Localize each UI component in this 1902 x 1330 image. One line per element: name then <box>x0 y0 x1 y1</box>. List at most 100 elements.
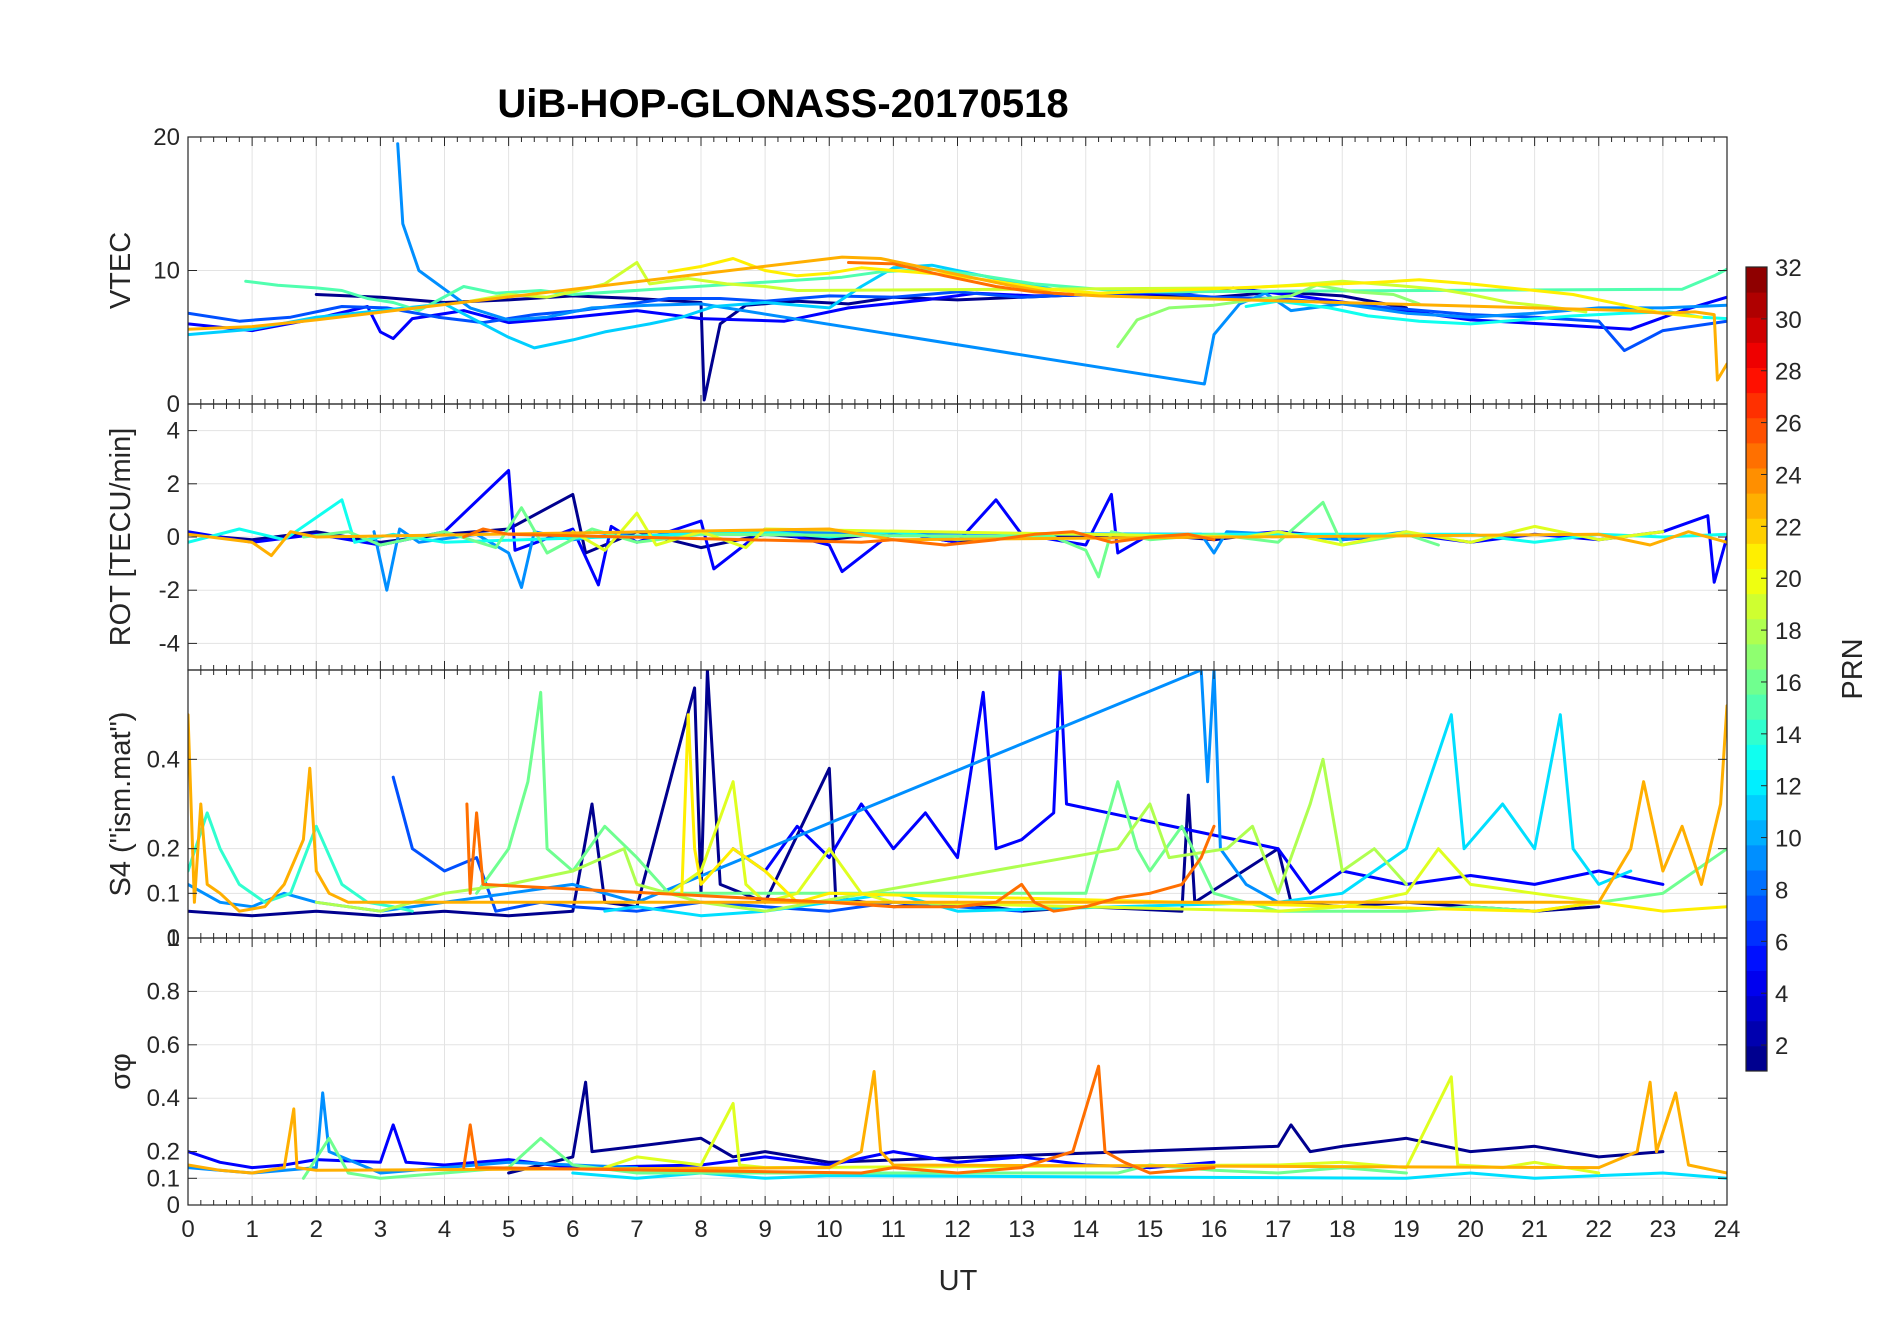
colorbar-segment <box>1746 995 1767 1022</box>
y-tick-label-rot: 2 <box>167 471 180 498</box>
y-tick-label-s4: 0.1 <box>147 880 180 907</box>
series-line-s4-prn-18 <box>314 757 1408 913</box>
series-line-vtec-prn-24 <box>847 261 1075 296</box>
y-tick-label-sigma: 0.4 <box>147 1085 180 1112</box>
colorbar-segment <box>1746 468 1767 494</box>
colorbar-tick-label: 10 <box>1775 826 1802 853</box>
colorbar-segment <box>1746 593 1767 620</box>
x-tick-label: 5 <box>502 1216 515 1243</box>
colorbar-tick-label: 26 <box>1775 411 1802 438</box>
series-line-s4-prn-23 <box>188 704 1727 913</box>
colorbar-tick-label: 12 <box>1775 774 1802 801</box>
y-tick-label-vtec: 10 <box>153 258 180 285</box>
panel-vtec: 0 10 20 VTEC <box>105 124 1728 418</box>
colorbar-tick-label: 14 <box>1775 722 1802 749</box>
colorbar-segment <box>1746 267 1767 293</box>
colorbar-segment <box>1746 568 1767 595</box>
x-tick-label: 6 <box>566 1216 579 1243</box>
x-tick-label: 17 <box>1265 1216 1292 1243</box>
colorbar-tick-label: 6 <box>1775 929 1788 956</box>
x-tick-label: 15 <box>1137 1216 1164 1243</box>
x-tick-label: 22 <box>1585 1216 1612 1243</box>
colorbar-segment <box>1746 870 1767 896</box>
colorbar-tick-label: 30 <box>1775 307 1802 334</box>
x-tick-label: 2 <box>310 1216 323 1243</box>
ticks-sigma: 00.10.20.40.60.81 <box>147 925 1728 1219</box>
colorbar-tick-label: 20 <box>1775 566 1802 593</box>
y-axis-label-s4: S4 ("ism.mat") <box>105 712 137 897</box>
series-line-sigma-prn-23 <box>188 1070 1727 1175</box>
colorbar-segment <box>1746 543 1767 569</box>
series-group-sigma <box>188 1064 1727 1180</box>
x-tick-label: 24 <box>1714 1216 1741 1243</box>
colorbar-tick-label: 22 <box>1775 514 1802 541</box>
colorbar-tick-label: 2 <box>1775 1033 1788 1060</box>
colorbar-segment <box>1746 518 1767 544</box>
colorbar-segment <box>1746 920 1767 946</box>
colorbar-segment <box>1746 342 1767 368</box>
colorbar-segment <box>1746 392 1767 419</box>
x-tick-label: 23 <box>1650 1216 1677 1243</box>
colorbar-segment <box>1746 367 1767 394</box>
series-line-vtec-prn-9 <box>396 142 1727 386</box>
y-tick-label-rot: -4 <box>159 630 180 657</box>
colorbar-segment <box>1746 945 1767 971</box>
x-tick-label: 4 <box>438 1216 451 1243</box>
y-tick-label-sigma: 1 <box>167 925 180 952</box>
series-line-vtec-prn-19 <box>468 261 1588 314</box>
x-tick-label: 8 <box>694 1216 707 1243</box>
x-tick-label: 3 <box>374 1216 387 1243</box>
y-tick-label-sigma: 0.1 <box>147 1165 180 1192</box>
series-line-sigma-prn-1 <box>507 1080 1665 1175</box>
y-tick-label-rot: 4 <box>167 418 180 445</box>
y-tick-label-sigma: 0 <box>167 1192 180 1219</box>
colorbar-tick-label: 32 <box>1775 255 1802 282</box>
series-line-rot-prn-13 <box>188 498 1727 544</box>
ticks-rot: -4 -2 0 2 4 <box>159 404 1728 670</box>
series-line-rot-prn-24 <box>462 527 1216 547</box>
x-tick-label: 21 <box>1521 1216 1548 1243</box>
series-line-vtec-prn-21 <box>667 257 1703 319</box>
colorbar-segment <box>1746 694 1767 720</box>
colorbar-tick-label: 16 <box>1775 670 1802 697</box>
series-line-sigma-prn-16 <box>301 1136 1408 1180</box>
colorbar-segment <box>1746 844 1767 871</box>
series-line-vtec-prn-17 <box>1116 283 1421 349</box>
x-tick-label: 10 <box>816 1216 843 1243</box>
x-tick-label: 7 <box>630 1216 643 1243</box>
series-line-rot-prn-16 <box>301 500 1440 579</box>
series-line-s4-prn-20 <box>667 780 1601 913</box>
y-tick-label-vtec: 20 <box>153 124 180 151</box>
colorbar-segment <box>1746 819 1767 846</box>
colorbar-tick-label: 8 <box>1775 877 1788 904</box>
colorbar-tick-label: 28 <box>1775 359 1802 386</box>
y-tick-label-rot: -2 <box>159 577 180 604</box>
y-tick-label-sigma: 0.6 <box>147 1032 180 1059</box>
series-line-vtec-prn-1 <box>314 290 1408 402</box>
x-tick-labels: 0 1 2 3 4 5 6 7 8 9 10 11 12 13 14 15 16 17 18 19 20 21 22 23 24 <box>181 1216 1740 1243</box>
x-tick-label: 0 <box>181 1216 194 1243</box>
colorbar-segment <box>1746 769 1767 796</box>
x-axis-label: UT <box>939 1265 978 1297</box>
colorbar-frame <box>1745 266 1768 1072</box>
series-group-rot <box>188 469 1727 592</box>
series-line-s4-prn-7 <box>391 775 1024 913</box>
x-tick-label: 20 <box>1457 1216 1484 1243</box>
colorbar-segment <box>1746 669 1767 695</box>
series-line-rot-prn-23 <box>188 527 1727 558</box>
series-line-sigma-prn-24 <box>462 1064 1216 1175</box>
series-line-s4-prn-4 <box>731 670 1665 895</box>
colorbar-segment <box>1746 317 1767 343</box>
colorbar-segment <box>1746 1045 1767 1072</box>
series-line-sigma-prn-9 <box>188 1091 639 1175</box>
series-line-s4-prn-21 <box>680 713 1727 913</box>
series-group-vtec <box>188 142 1727 402</box>
x-tick-label: 18 <box>1329 1216 1356 1243</box>
colorbar-tick-label: 18 <box>1775 618 1802 645</box>
y-axis-label-sigma: σφ <box>105 1053 137 1090</box>
series-line-sigma-prn-12 <box>571 1171 1727 1180</box>
colorbar-segment <box>1746 744 1767 770</box>
